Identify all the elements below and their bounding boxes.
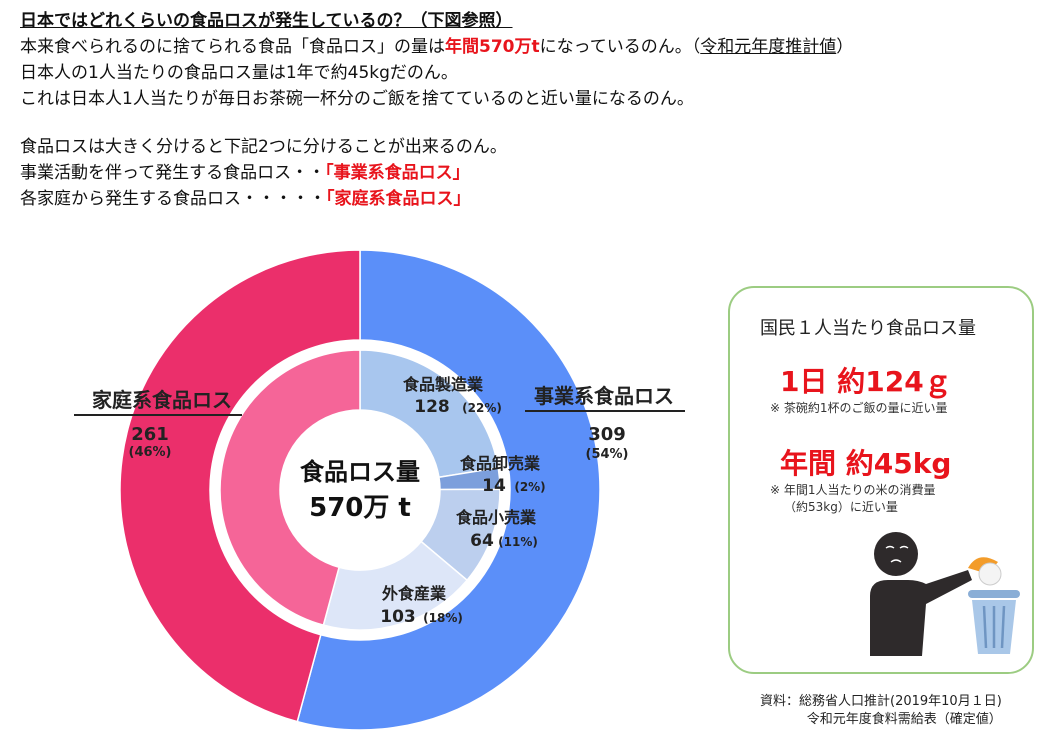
intro-text: 日本ではどれくらいの食品ロスが発生しているの？（下図参照） 本来食べられるのに捨… <box>20 8 1040 212</box>
label-manufacturing-value: 128 <box>414 397 450 417</box>
label-wholesale-value: 14 <box>482 476 506 496</box>
inner-slice-4 <box>219 349 361 627</box>
card-daily-amount: 1日 約124ｇ <box>780 365 952 398</box>
outer-ring <box>119 250 601 731</box>
label-manufacturing-name: 食品製造業 <box>402 375 484 394</box>
source-note: 資料：総務省人口推計(2019年10月１日) 令和元年度食料需給表（確定値） <box>760 694 1002 727</box>
label-underline-household <box>74 414 242 416</box>
label-business-name: 事業系食品ロス <box>534 384 674 408</box>
label-wholesale-pct: (2%) <box>514 480 545 494</box>
intro-line-4: 食品ロスは大きく分けると下記2つに分けることが出来るのん。 <box>20 137 507 157</box>
intro-line-5: 事業活動を伴って発生する食品ロス・・「事業系食品ロス」 <box>20 163 470 183</box>
label-restaurant-name: 外食産業 <box>381 584 447 603</box>
label-restaurant-value: 103 <box>380 607 416 627</box>
label-retail-pct: (11%) <box>498 535 538 549</box>
intro-line-2: 日本人の1人当たりの食品ロス量は1年で約45kgだのん。 <box>20 63 458 83</box>
label-retail-value: 64 <box>470 531 494 551</box>
intro-line-6: 各家庭から発生する食品ロス・・・・・「家庭系食品ロス」 <box>20 189 471 209</box>
label-manufacturing-pct: (22%) <box>462 401 502 415</box>
label-household-pct: (46%) <box>129 445 172 460</box>
label-household-value: 261 <box>131 424 169 445</box>
card-yearly-note: ※ 年間1人当たりの米の消費量 （約53kg）に近い量 <box>770 483 936 514</box>
label-business-pct: (54%) <box>586 447 629 462</box>
label-wholesale-name: 食品卸売業 <box>459 454 541 473</box>
outer-slice-1 <box>119 250 361 723</box>
outer-slice-0 <box>296 250 601 731</box>
person-throwing-rice-into-trash-icon <box>870 532 1020 656</box>
inner-ring <box>219 349 501 631</box>
donut-hole <box>280 410 440 570</box>
food-loss-donut-chart: 食品ロス量 570万 t 家庭系食品ロス 261 (46%) 事業系食品ロス 3… <box>74 250 685 731</box>
intro-line-1: 本来食べられるのに捨てられる食品「食品ロス」の量は年間570万tになっているのん… <box>20 37 854 57</box>
card-title: 国民１人当たり食品ロス量 <box>760 318 976 339</box>
card-daily-note: ※ 茶碗約1杯のご飯の量に近い量 <box>770 401 948 415</box>
card-yearly-amount: 年間 約45kg <box>780 447 952 480</box>
intro-line-3: これは日本人1人当たりが毎日お茶碗一杯分のご飯を捨てているのと近い量になるのん。 <box>20 89 694 109</box>
label-household-name: 家庭系食品ロス <box>92 388 232 412</box>
label-restaurant-pct: (18%) <box>423 611 463 625</box>
label-retail-name: 食品小売業 <box>455 508 537 527</box>
label-business-value: 309 <box>588 424 626 445</box>
center-label-title: 食品ロス量 <box>300 458 420 486</box>
label-underline-business <box>525 410 685 412</box>
center-label-value: 570万 t <box>309 493 411 523</box>
per-capita-card: 国民１人当たり食品ロス量 1日 約124ｇ ※ 茶碗約1杯のご飯の量に近い量 年… <box>728 286 1034 674</box>
intro-heading: 日本ではどれくらいの食品ロスが発生しているの？（下図参照） <box>20 11 513 31</box>
